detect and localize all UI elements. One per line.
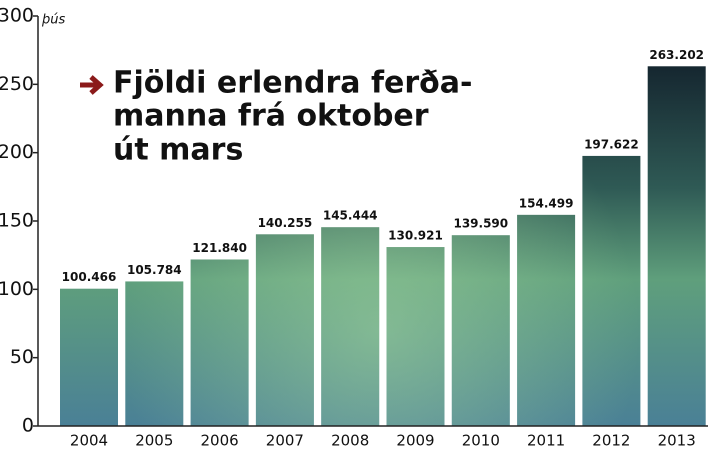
bar-glow bbox=[125, 281, 184, 426]
x-tick-label: 2009 bbox=[396, 432, 434, 450]
value-label: 121.840 bbox=[192, 241, 247, 255]
value-label: 130.921 bbox=[388, 229, 443, 243]
chart-title: manna frá oktober bbox=[113, 99, 429, 134]
x-tick-label: 2013 bbox=[658, 432, 696, 450]
bar-glow bbox=[60, 288, 118, 426]
value-label: 139.590 bbox=[453, 217, 508, 231]
y-tick-label: 250 bbox=[0, 73, 34, 95]
bar-glow bbox=[451, 235, 510, 426]
x-tick-label: 2011 bbox=[527, 432, 565, 450]
x-tick-label: 2012 bbox=[592, 432, 630, 450]
bar-glow bbox=[190, 259, 249, 426]
value-label: 154.499 bbox=[519, 196, 574, 210]
y-tick-label: 100 bbox=[0, 278, 34, 300]
bar-glow bbox=[386, 247, 445, 426]
bar-glow bbox=[321, 227, 380, 426]
chart-title: Fjöldi erlendra ferða- bbox=[113, 66, 472, 101]
x-tick-label: 2006 bbox=[201, 432, 239, 450]
value-label: 145.444 bbox=[323, 209, 378, 223]
bar-glow bbox=[582, 155, 641, 426]
y-tick-label: 0 bbox=[22, 415, 34, 437]
arrow-icon bbox=[80, 75, 104, 95]
value-label: 100.466 bbox=[62, 270, 117, 284]
bar-glow bbox=[517, 214, 576, 426]
y-tick-label: 200 bbox=[0, 141, 34, 163]
value-label: 263.202 bbox=[649, 48, 704, 62]
x-tick-label: 2010 bbox=[462, 432, 500, 450]
x-tick-label: 2008 bbox=[331, 432, 369, 450]
y-tick-label: 150 bbox=[0, 210, 34, 232]
value-label: 105.784 bbox=[127, 263, 182, 277]
y-tick-label: 50 bbox=[10, 346, 34, 368]
bar-glow bbox=[647, 66, 706, 427]
y-unit: þús bbox=[41, 13, 65, 28]
x-tick-label: 2005 bbox=[135, 432, 173, 450]
y-tick-label: 300 bbox=[0, 5, 34, 27]
value-label: 197.622 bbox=[584, 137, 639, 151]
value-label: 140.255 bbox=[258, 216, 313, 230]
x-tick-label: 2004 bbox=[70, 432, 108, 450]
bar-glow bbox=[255, 234, 314, 426]
x-tick-label: 2007 bbox=[266, 432, 304, 450]
chart-title: út mars bbox=[113, 133, 243, 168]
bars bbox=[60, 66, 706, 427]
